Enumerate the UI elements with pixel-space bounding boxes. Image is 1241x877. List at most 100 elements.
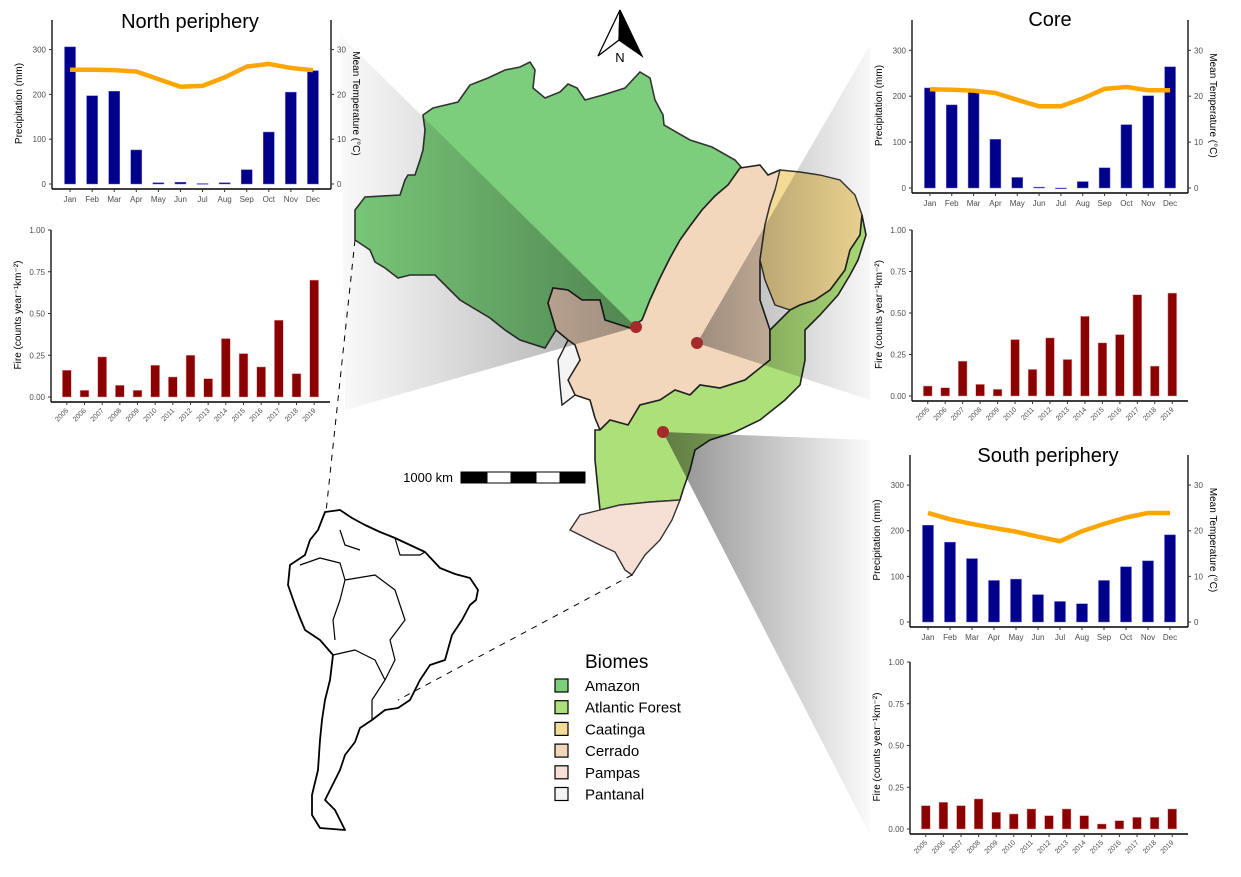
bar xyxy=(940,387,950,397)
core-projection-wedge xyxy=(697,45,870,400)
x-tick-label: 2013 xyxy=(1055,406,1071,422)
bar xyxy=(132,390,143,398)
bar xyxy=(924,87,936,189)
y-tick-label: 300 xyxy=(893,46,907,55)
y-axis-label: Precipitation (mm) xyxy=(874,65,885,146)
bar xyxy=(944,541,956,623)
bar xyxy=(1061,808,1072,830)
bar xyxy=(973,798,984,830)
x-tick-label: 2006 xyxy=(931,839,947,855)
north-arrow-label: N xyxy=(615,50,624,65)
x-tick-label: 2018 xyxy=(1142,406,1158,422)
bar xyxy=(307,70,319,185)
north-arrow: N xyxy=(597,9,644,65)
y-axis-label: Fire (counts year⁻¹km⁻²) xyxy=(874,260,885,369)
bar xyxy=(1076,603,1088,623)
y-tick-label: 0 xyxy=(900,618,905,627)
x-tick-label: Aug xyxy=(1075,633,1089,642)
y-right-tick-label: 10 xyxy=(1194,138,1203,147)
bar xyxy=(238,353,249,398)
scale-segment xyxy=(510,471,537,484)
y-right-tick-label: 10 xyxy=(337,135,346,144)
y-tick-label: 1.00 xyxy=(888,658,904,667)
bar xyxy=(64,46,76,185)
y-tick-label: 0.00 xyxy=(29,393,45,402)
bar xyxy=(1010,339,1020,397)
x-tick-label: 2007 xyxy=(948,839,964,855)
bar xyxy=(1079,815,1089,830)
bar xyxy=(1164,66,1176,189)
legend-item: Caatinga xyxy=(554,721,646,738)
bar xyxy=(1055,187,1067,190)
y-tick-label: 300 xyxy=(33,46,47,55)
y-tick-label: 100 xyxy=(891,572,905,581)
x-tick-label: Nov xyxy=(284,195,298,204)
bar xyxy=(956,805,966,830)
bar xyxy=(966,558,978,623)
x-tick-label: 2009 xyxy=(985,406,1001,422)
bar xyxy=(1077,181,1089,189)
bar xyxy=(115,385,125,398)
bar xyxy=(1120,566,1132,623)
y-right-tick-label: 30 xyxy=(337,46,346,55)
y-right-tick-label: 20 xyxy=(1194,92,1203,101)
y-tick-label: 0 xyxy=(42,180,47,189)
bar xyxy=(1150,365,1160,397)
bar xyxy=(263,131,275,185)
chart-title: South periphery xyxy=(977,445,1118,467)
x-tick-label: 2015 xyxy=(231,407,247,423)
bar xyxy=(1009,813,1019,830)
y-axis-label: Precipitation (mm) xyxy=(14,63,25,144)
x-tick-label: Jan xyxy=(922,633,935,642)
fire-chart-5: 0.00 0.25 0.50 0.75 1.00 Fire (counts year⁻¹k… xyxy=(872,658,1188,855)
y-axis-right-label: Mean Temperature (°C) xyxy=(350,51,361,155)
bar xyxy=(1054,601,1066,623)
bar xyxy=(240,169,253,185)
chart-title: Core xyxy=(1028,9,1071,31)
bar xyxy=(1098,167,1111,189)
legend-swatch xyxy=(554,721,569,737)
bar xyxy=(1011,177,1023,189)
bar xyxy=(1132,294,1142,397)
north-arrow-dark-half xyxy=(618,9,644,58)
scale-segment xyxy=(486,471,512,484)
bar xyxy=(79,390,90,398)
x-tick-label: Apr xyxy=(130,195,143,204)
legend-label: Caatinga xyxy=(585,721,646,738)
legend-label: Amazon xyxy=(585,678,640,695)
x-tick-label: Aug xyxy=(1076,199,1090,208)
x-tick-label: 2016 xyxy=(1107,839,1123,855)
biome-legend: Biomes Amazon Atlantic Forest Caatinga Cerr… xyxy=(554,652,682,804)
bar xyxy=(1142,560,1154,623)
y-right-tick-label: 20 xyxy=(1194,527,1203,536)
x-tick-label: 2013 xyxy=(196,407,212,423)
temperature-line xyxy=(929,84,1171,109)
bar xyxy=(1120,124,1133,189)
x-tick-label: 2012 xyxy=(1036,839,1052,855)
bar xyxy=(922,525,934,623)
y-axis-label: Fire (counts year⁻¹km⁻²) xyxy=(13,261,24,370)
biome-pantanal xyxy=(557,338,581,407)
bar xyxy=(152,182,165,185)
bar xyxy=(938,802,949,830)
bar xyxy=(991,812,1001,830)
legend-label: Atlantic Forest xyxy=(585,700,682,717)
bar xyxy=(1062,359,1073,397)
x-tick-label: 2018 xyxy=(284,407,300,423)
bar xyxy=(1164,534,1176,623)
x-tick-label: 2011 xyxy=(1019,839,1035,855)
bar xyxy=(196,183,209,185)
bar xyxy=(97,356,107,398)
x-tick-label: 2017 xyxy=(266,407,282,423)
y-right-tick-label: 20 xyxy=(337,90,346,99)
bar xyxy=(1097,823,1107,830)
inset-connector-line xyxy=(325,239,356,513)
y-tick-label: 200 xyxy=(893,92,907,101)
x-tick-label: 2005 xyxy=(915,406,931,422)
x-tick-label: 2005 xyxy=(54,407,70,423)
x-tick-label: 2010 xyxy=(143,407,159,423)
bar xyxy=(274,319,284,398)
x-tick-label: 2011 xyxy=(161,407,177,423)
